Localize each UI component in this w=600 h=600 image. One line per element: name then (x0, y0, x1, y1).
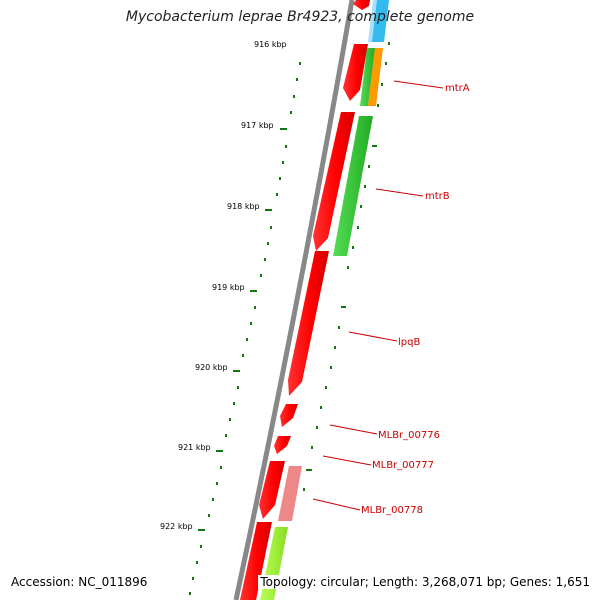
cds-track (240, 0, 370, 600)
tick-label: 922 kbp (160, 522, 193, 531)
cds-arrow (259, 461, 285, 519)
outer-scale-dots (303, 42, 390, 491)
tick-label: 921 kbp (178, 443, 211, 452)
tick-label: 918 kbp (227, 202, 260, 211)
cds-arrow (343, 44, 368, 101)
cog-block-blue-light (368, 0, 377, 42)
genome-backbone (233, 0, 355, 600)
gene-label-mlbr-00776: MLBr_00776 (378, 430, 440, 441)
cds-arrow (313, 112, 355, 251)
genome-summary: Topology: circular; Length: 3,268,071 bp… (258, 575, 592, 589)
cds-arrow (353, 0, 370, 10)
tick-label: 920 kbp (195, 363, 228, 372)
cds-arrow (280, 404, 298, 427)
gene-label-mlbr-00778: MLBr_00778 (361, 505, 423, 516)
map-title: Mycobacterium leprae Br4923, complete ge… (125, 9, 475, 25)
cog-block-green (360, 48, 375, 106)
accession-label: Accession: NC_011896 (9, 575, 150, 589)
gene-label-mtrb: mtrB (425, 191, 450, 202)
cog-block-green (333, 116, 373, 256)
cog-block-orange (368, 48, 383, 106)
cds-arrow (288, 251, 329, 396)
cds-arrow (240, 522, 272, 600)
inner-scale-dots (189, 62, 301, 595)
gene-label-lpqb: lpqB (398, 337, 420, 348)
gene-label-mlbr-00777: MLBr_00777 (372, 460, 434, 471)
gene-label-mtra: mtrA (445, 83, 470, 94)
cog-track (260, 0, 389, 600)
tick-label: 916 kbp (254, 40, 287, 49)
tick-label: 919 kbp (212, 283, 245, 292)
tick-label: 917 kbp (241, 121, 274, 130)
cds-arrow (274, 436, 291, 454)
cog-block-pink (278, 466, 302, 521)
gene-connectors (312, 80, 444, 511)
